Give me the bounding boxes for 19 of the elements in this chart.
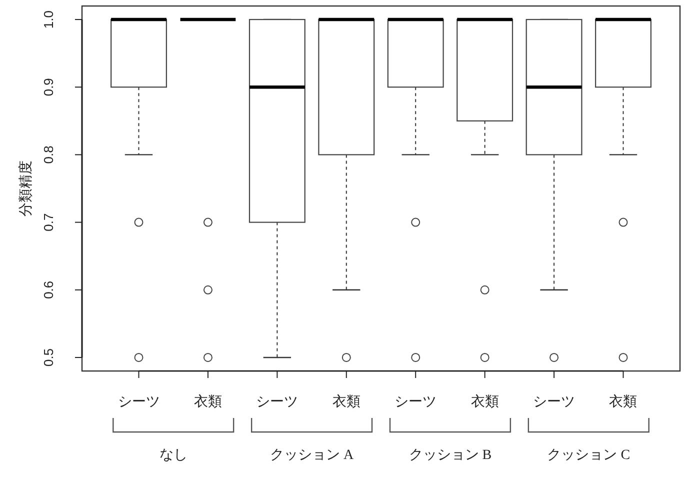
x-tick-label: シーツ: [394, 395, 437, 410]
y-tick-label: 0.7: [41, 213, 56, 232]
text: なし: [159, 448, 188, 463]
y-tick-label: 0.6: [41, 280, 56, 299]
text: クッション C: [547, 448, 630, 463]
y-tick-label: 0.9: [41, 78, 56, 96]
x-tick-label: 衣類: [609, 394, 638, 410]
x-tick-label: シーツ: [256, 395, 298, 410]
x-tick-label: シーツ: [118, 395, 160, 410]
x-tick-label: 衣類: [470, 394, 499, 410]
y-tick-label: 0.5: [41, 348, 56, 367]
text: クッション B: [408, 448, 492, 463]
y-tick-label: 0.8: [41, 146, 56, 164]
y-tick-label: 1.0: [41, 10, 56, 29]
text: クッション A: [270, 448, 354, 463]
x-tick-label: 衣類: [194, 394, 222, 410]
y-axis-title: 分類精度: [18, 160, 34, 216]
x-tick-label: 衣類: [332, 394, 360, 410]
x-tick-label: シーツ: [533, 395, 576, 410]
